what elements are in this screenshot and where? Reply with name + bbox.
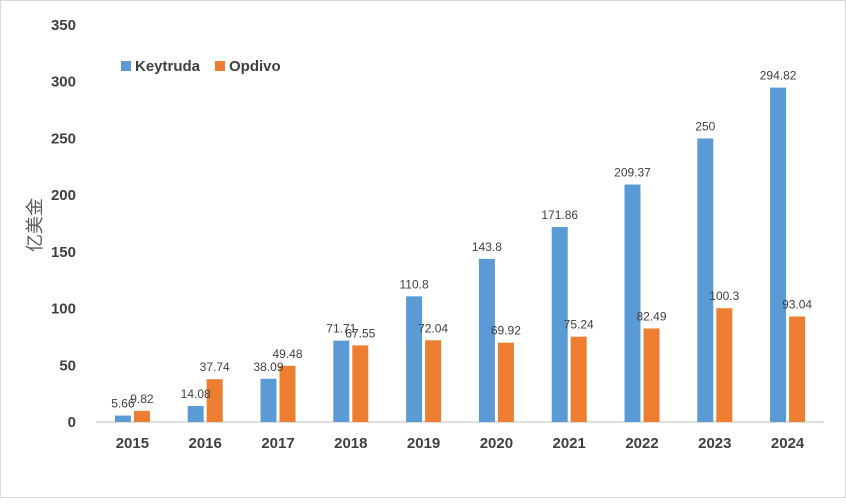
legend-label-opdivo: Opdivo [229,58,281,75]
data-label-opdivo-2019: 72.04 [418,321,448,335]
bar-opdivo-2017 [279,365,296,422]
x-tick-label: 2021 [553,435,586,452]
data-label-opdivo-2017: 49.48 [272,347,302,361]
bar-keytruda-2021 [551,227,568,422]
data-label-keytruda-2024: 294.82 [760,69,797,83]
data-label-keytruda-2018: 71.71 [326,322,356,336]
x-tick-label: 2017 [261,435,294,452]
data-label-keytruda-2015: 5.66 [111,397,135,411]
data-label-opdivo-2016: 37.74 [200,360,230,374]
x-tick-label: 2018 [334,435,367,452]
x-axis-ticks: 2015 2016 2017 2018 2019 2020 2021 2022 2023 2024 [116,435,805,452]
bar-keytruda-2018 [333,340,350,422]
data-label-opdivo-2020: 69.92 [491,324,521,338]
x-tick-label: 2019 [407,435,440,452]
bar-keytruda-2015 [114,415,131,422]
x-tick-label: 2023 [698,435,731,452]
x-tick-label: 2024 [771,435,805,452]
x-tick-label: 2016 [189,435,222,452]
bars-group [114,87,806,423]
bar-keytruda-2019 [406,296,423,422]
y-tick-label: 100 [51,301,76,318]
bar-keytruda-2017 [260,378,277,422]
data-label-keytruda-2023: 250 [695,119,715,133]
x-tick-label: 2020 [480,435,513,452]
y-axis-ticks: 0 50 100 150 200 250 300 350 [51,17,76,431]
data-label-keytruda-2022: 209.37 [614,166,651,180]
bar-opdivo-2019 [425,340,442,422]
y-tick-label: 250 [51,130,76,147]
data-label-keytruda-2020: 143.8 [472,240,502,254]
data-label-keytruda-2021: 171.86 [541,208,578,222]
bar-keytruda-2022 [624,184,641,422]
y-axis-title: 亿美金 [25,198,45,252]
bar-opdivo-2022 [643,328,660,422]
data-label-opdivo-2023: 100.3 [709,289,739,303]
y-axis-title-group: 亿美金 [25,198,45,252]
data-label-keytruda-2016: 14.08 [181,387,211,401]
legend-label-keytruda: Keytruda [135,58,201,75]
x-tick-label: 2022 [625,435,658,452]
bar-opdivo-2021 [570,336,587,422]
data-label-keytruda-2017: 38.09 [253,360,283,374]
data-label-opdivo-2024: 93.04 [782,297,812,311]
bar-opdivo-2023 [716,308,733,422]
data-label-opdivo-2021: 75.24 [564,318,594,332]
data-label-opdivo-2022: 82.49 [636,309,666,323]
bar-keytruda-2024 [770,87,787,423]
bar-opdivo-2016 [206,379,223,422]
data-label-opdivo-2015: 9.82 [130,392,154,406]
y-tick-label: 50 [59,357,76,374]
bar-keytruda-2020 [478,258,495,422]
data-label-keytruda-2019: 110.8 [400,277,429,291]
bar-opdivo-2015 [133,410,150,422]
y-tick-label: 0 [68,414,76,431]
y-tick-label: 350 [51,17,76,34]
legend: Keytruda Opdivo [121,58,281,75]
legend-swatch-keytruda [121,61,131,71]
bar-keytruda-2023 [697,138,714,422]
legend-swatch-opdivo [215,61,225,71]
bar-opdivo-2018 [352,345,369,422]
y-tick-label: 150 [51,244,76,261]
bar-opdivo-2024 [789,316,806,422]
y-tick-label: 300 [51,74,76,91]
data-label-opdivo-2018: 67.55 [345,326,375,340]
x-tick-label: 2015 [116,435,149,452]
bar-opdivo-2020 [497,342,514,422]
y-tick-label: 200 [51,187,76,204]
bar-keytruda-2016 [187,406,204,422]
